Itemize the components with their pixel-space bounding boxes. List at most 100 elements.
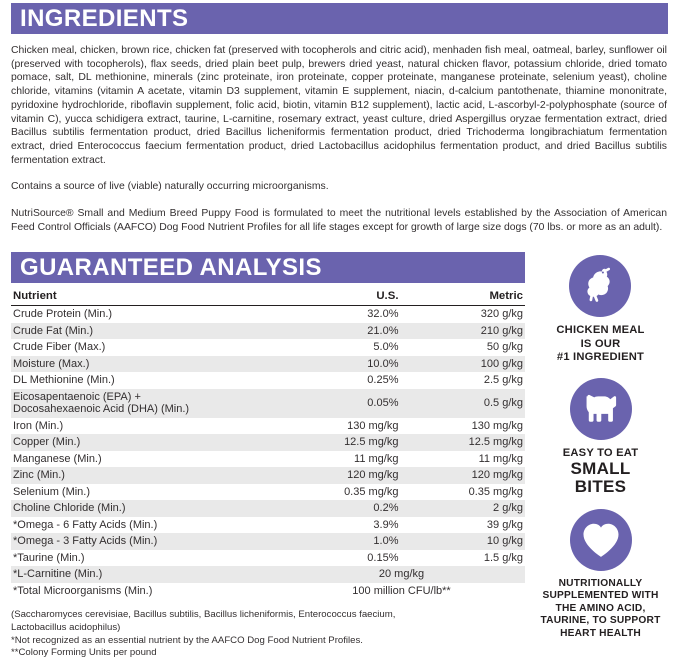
badge-caption-big-line: BITES <box>574 477 627 497</box>
cell-value-spanning: 20 mg/kg <box>278 566 525 583</box>
badge-circle <box>569 509 632 572</box>
cell-nutrient: *Omega - 6 Fatty Acids (Min.) <box>13 518 158 531</box>
cell-us-value: 32.0% <box>367 308 399 321</box>
cell-nutrient: Moisture (Max.) <box>11 355 278 373</box>
table-row: DL Methionine (Min.) 0.25% 2.5 g/kg <box>11 372 525 389</box>
badge-bites-caption: EASY TO EAT SMALL BITES <box>563 447 639 496</box>
badge-caption-big-line: SMALL <box>570 459 631 479</box>
cell-nutrient: Selenium (Min.) <box>13 485 91 498</box>
cell-metric-value: 50 g/kg <box>486 341 523 354</box>
cell-us-value: 0.2% <box>278 500 401 517</box>
cell-us-value: 10.0% <box>278 355 401 373</box>
table-row: Crude Fat (Min.) 21.0% 210 g/kg <box>11 322 525 340</box>
footnote-line: **Colony Forming Units per pound <box>11 647 157 659</box>
table-row: Iron (Min.) 130 mg/kg 130 mg/kg <box>11 418 525 435</box>
cell-metric-value: 210 g/kg <box>400 322 525 340</box>
column-header-metric: Metric <box>400 287 525 307</box>
cell-nutrient: DL Methionine (Min.) <box>13 374 115 387</box>
footnote-line: (Saccharomyces cerevisiae, Bacillus subt… <box>11 609 396 621</box>
cell-us-value: 11 mg/kg <box>354 452 399 465</box>
table-row: Crude Protein (Min.) 32.0% 320 g/kg <box>11 306 525 323</box>
cell-us-value: 3.9% <box>373 518 399 531</box>
table-row: *Omega - 3 Fatty Acids (Min.) 1.0% 10 g/kg <box>11 533 525 550</box>
badge-caption-line: IS OUR <box>580 337 621 350</box>
table-row: Eicosapentaenoic (EPA) + Docosahexaenoic … <box>11 388 525 418</box>
badge-caption-line: THE AMINO ACID, <box>555 602 646 614</box>
cell-us-value: 1.0% <box>278 533 401 550</box>
table-row: *Total Microorganisms (Min.) 100 million … <box>11 583 525 600</box>
lower-content-area: GUARANTEED ANALYSIS Nutrient U.S. Metric… <box>11 249 668 659</box>
ingredients-body: Chicken meal, chicken, brown rice, chick… <box>11 44 667 234</box>
table-row: Selenium (Min.) 0.35 mg/kg 0.35 mg/kg <box>11 484 525 501</box>
column-header-us: U.S. <box>278 287 401 307</box>
cell-metric-value: 320 g/kg <box>480 308 523 321</box>
badge-small-bites: EASY TO EAT SMALL BITES <box>563 377 639 496</box>
cell-metric-value: 12.5 mg/kg <box>400 434 525 451</box>
table-row: Manganese (Min.) 11 mg/kg 11 mg/kg <box>11 451 525 468</box>
table-row: *L-Carnitine (Min.) 20 mg/kg <box>11 566 525 583</box>
badge-chicken-meal: CHICKEN MEAL IS OUR #1 INGREDIENT <box>556 255 644 364</box>
cell-metric-value: 2 g/kg <box>400 500 525 517</box>
footnote-line: *Not recognized as an essential nutrient… <box>11 634 363 646</box>
table-row: Copper (Min.) 12.5 mg/kg 12.5 mg/kg <box>11 434 525 451</box>
cell-nutrient: Eicosapentaenoic (EPA) + Docosahexaenoic … <box>11 388 278 418</box>
aafco-statement: NutriSource® Small and Medium Breed Pupp… <box>11 208 667 233</box>
badge-caption-line: NUTRITIONALLY <box>558 578 643 590</box>
cell-us-value: 120 mg/kg <box>278 467 401 484</box>
cell-nutrient: Crude Fiber (Max.) <box>13 341 106 354</box>
cell-metric-value: 0.5 g/kg <box>400 388 525 418</box>
cell-metric-value: 0.35 mg/kg <box>468 485 523 498</box>
cell-metric-value: 2.5 g/kg <box>483 374 523 387</box>
badge-caption-line: EASY TO EAT <box>562 446 639 459</box>
cell-nutrient: Manganese (Min.) <box>13 452 102 465</box>
guaranteed-analysis-column: GUARANTEED ANALYSIS Nutrient U.S. Metric… <box>11 249 525 659</box>
cell-us-value: 5.0% <box>373 341 399 354</box>
badge-chicken-caption: CHICKEN MEAL IS OUR #1 INGREDIENT <box>556 324 644 364</box>
table-row: *Taurine (Min.) 0.15% 1.5 g/kg <box>11 550 525 567</box>
badge-caption-line: SUPPLEMENTED WITH <box>542 590 659 602</box>
badges-column: CHICKEN MEAL IS OUR #1 INGREDIENT EASY T… <box>533 249 668 659</box>
cell-us-value: 0.05% <box>278 388 401 418</box>
guaranteed-analysis-table: Nutrient U.S. Metric Crude Protein (Min.… <box>11 287 525 599</box>
table-header-row: Nutrient U.S. Metric <box>11 287 525 307</box>
badge-circle <box>569 255 632 318</box>
badge-taurine-heart-health: NUTRITIONALLY SUPPLEMENTED WITH THE AMIN… <box>540 509 660 640</box>
cell-us-value: 0.15% <box>367 551 399 564</box>
cell-metric-value: 120 mg/kg <box>400 467 525 484</box>
dog-icon <box>586 394 616 422</box>
table-row: *Omega - 6 Fatty Acids (Min.) 3.9% 39 g/kg <box>11 517 525 534</box>
badge-heart-caption: NUTRITIONALLY SUPPLEMENTED WITH THE AMIN… <box>540 578 660 640</box>
badge-caption-line: CHICKEN MEAL <box>556 324 645 337</box>
table-row: Crude Fiber (Max.) 5.0% 50 g/kg <box>11 339 525 356</box>
cell-nutrient: Choline Chloride (Min.) <box>11 500 278 517</box>
table-row: Moisture (Max.) 10.0% 100 g/kg <box>11 355 525 373</box>
cell-us-value: 12.5 mg/kg <box>278 434 401 451</box>
cell-us-value: 130 mg/kg <box>347 419 399 432</box>
badge-caption-line: #1 INGREDIENT <box>556 351 645 364</box>
ingredients-list-text: Chicken meal, chicken, brown rice, chick… <box>11 45 667 166</box>
ingredients-header-bar: INGREDIENTS <box>11 3 668 34</box>
cell-nutrient: Crude Fat (Min.) <box>11 322 278 340</box>
cell-us-value: 0.25% <box>367 374 399 387</box>
cell-nutrient: *Taurine (Min.) <box>13 551 85 564</box>
cell-nutrient: Copper (Min.) <box>11 434 278 451</box>
analysis-footnotes: (Saccharomyces cerevisiae, Bacillus subt… <box>11 609 523 659</box>
badge-caption-line: HEART HEALTH <box>560 627 641 639</box>
badge-caption-line: TAURINE, TO SUPPORT <box>540 615 661 627</box>
cell-nutrient: *Total Microorganisms (Min.) <box>13 584 153 597</box>
badge-circle <box>569 377 632 440</box>
heart-icon <box>583 523 618 557</box>
cell-us-value: 21.0% <box>278 322 401 340</box>
live-microorganisms-note: Contains a source of live (viable) natur… <box>11 181 329 193</box>
cell-metric-value: 10 g/kg <box>400 533 525 550</box>
cell-nutrient: *L-Carnitine (Min.) <box>11 566 278 583</box>
ingredients-header-title: INGREDIENTS <box>20 4 189 32</box>
cell-nutrient: Zinc (Min.) <box>11 467 278 484</box>
column-header-nutrient: Nutrient <box>11 287 278 307</box>
table-row: Zinc (Min.) 120 mg/kg 120 mg/kg <box>11 467 525 484</box>
cell-nutrient: *Omega - 3 Fatty Acids (Min.) <box>11 533 278 550</box>
cell-metric-value: 100 g/kg <box>400 355 525 373</box>
analysis-table-body: Crude Protein (Min.) 32.0% 320 g/kg Crude F… <box>11 306 525 600</box>
nutrition-label-page: INGREDIENTS Chicken meal, chicken, brown… <box>0 3 679 659</box>
cell-metric-value: 11 mg/kg <box>478 452 523 465</box>
